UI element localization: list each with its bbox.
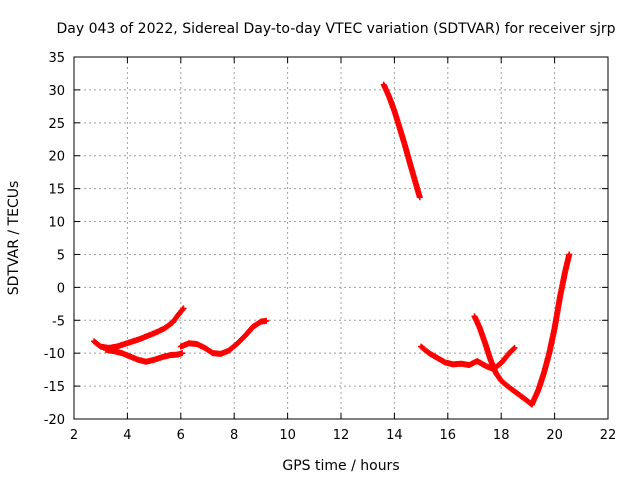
series-arc-4	[380, 81, 423, 201]
x-tick-label: 10	[279, 428, 296, 443]
y-tick-label: -15	[44, 380, 65, 395]
data-point	[416, 194, 423, 201]
x-tick-label: 8	[230, 428, 238, 443]
series-arc-3	[177, 317, 270, 357]
series-arc-1	[91, 305, 187, 351]
data-point	[511, 344, 518, 351]
data-point	[263, 317, 270, 324]
y-tick-label: 30	[48, 84, 65, 99]
data-series	[91, 81, 573, 408]
series-arc-7	[528, 251, 573, 408]
y-tick-label: 25	[48, 117, 65, 132]
data-point	[510, 345, 517, 352]
x-axis-label: GPS time / hours	[282, 458, 399, 474]
x-tick-label: 20	[546, 428, 563, 443]
data-point	[566, 251, 573, 258]
series-arc-2	[103, 346, 186, 365]
chart-title: Day 043 of 2022, Sidereal Day-to-day VTE…	[56, 21, 615, 37]
x-tick-label: 16	[440, 428, 457, 443]
x-tick-label: 6	[177, 428, 185, 443]
x-tick-label: 4	[123, 428, 131, 443]
y-tick-label: 5	[57, 248, 65, 263]
y-tick-label: 35	[48, 51, 65, 66]
grid-lines	[74, 57, 608, 419]
y-tick-label: -10	[44, 347, 65, 362]
x-tick-label: 12	[333, 428, 350, 443]
y-tick-label: 0	[57, 281, 65, 296]
y-tick-label: 10	[48, 216, 65, 231]
y-tick-label: -5	[52, 314, 65, 329]
data-point	[180, 305, 187, 312]
series-arc-5	[418, 343, 518, 372]
series-arc-6	[471, 313, 535, 408]
axis-ticks: 2 4 6 8 10 12 14 16 18 20 22 -20 -15 -10 -5 0 5 10 15 20 25 3…	[44, 51, 617, 443]
data-point	[179, 306, 186, 313]
x-tick-label: 2	[70, 428, 78, 443]
x-tick-label: 14	[386, 428, 403, 443]
x-tick-label: 18	[493, 428, 510, 443]
data-point	[179, 350, 186, 357]
y-tick-label: 15	[48, 183, 65, 198]
y-tick-label: -20	[44, 413, 65, 428]
y-axis-label: SDTVAR / TECUs	[6, 181, 22, 296]
x-tick-label: 22	[600, 428, 617, 443]
y-tick-label: 20	[48, 150, 65, 165]
